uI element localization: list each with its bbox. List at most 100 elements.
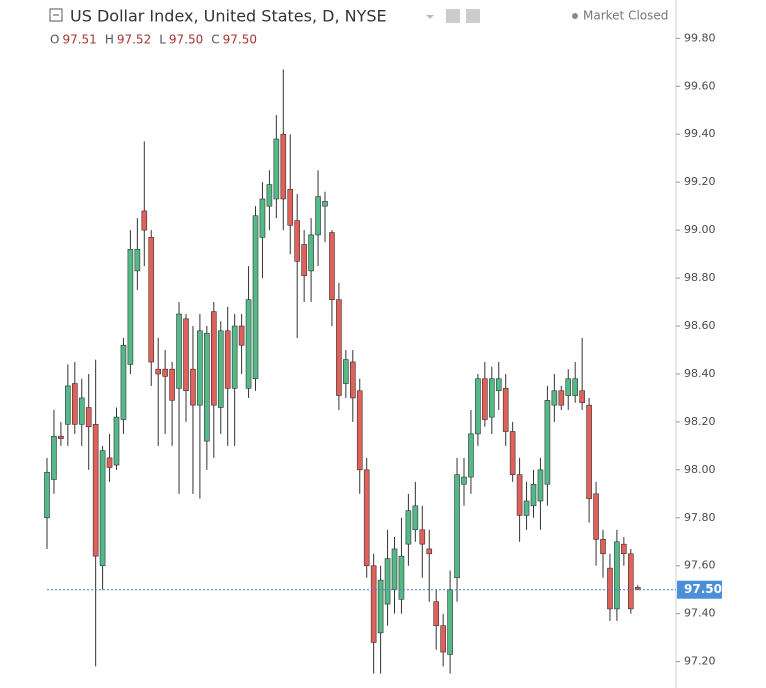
candle-body xyxy=(502,388,509,432)
ohlc-legend: O 97.51 H 97.52 L 97.50 C 97.50 xyxy=(50,33,257,47)
candle-body xyxy=(593,493,599,540)
candle-body xyxy=(169,368,175,401)
candle-body xyxy=(412,505,419,531)
candle-body xyxy=(558,390,565,406)
candle-body xyxy=(447,589,453,655)
y-tick-label: 97.60 xyxy=(684,559,716,572)
candle-body xyxy=(398,555,405,600)
candle-body xyxy=(176,313,182,389)
candle-body xyxy=(363,469,370,567)
candle-body xyxy=(516,474,523,516)
y-tick-label: 97.40 xyxy=(684,607,716,620)
candle-body xyxy=(405,510,412,545)
legend-key: L xyxy=(159,33,166,47)
y-tick-label: 98.40 xyxy=(684,367,716,380)
candle-body xyxy=(433,601,440,626)
candle-body xyxy=(273,138,280,200)
y-tick-label: 98.60 xyxy=(684,319,716,332)
candle-body xyxy=(488,378,495,418)
candle-body xyxy=(238,325,245,346)
candle-body xyxy=(231,325,238,389)
candle-body xyxy=(614,541,620,610)
candle-body xyxy=(322,201,328,207)
candle-body xyxy=(440,625,446,653)
candle-body xyxy=(377,579,384,634)
candle-body xyxy=(419,529,426,545)
legend-key: C xyxy=(211,33,219,47)
candle-body xyxy=(343,359,349,384)
candle-body xyxy=(621,543,627,555)
candle-body xyxy=(120,344,127,420)
candle-body xyxy=(315,196,321,236)
candle-body xyxy=(259,198,266,238)
candle-body xyxy=(78,397,85,425)
last-price-label: 97.50 xyxy=(684,582,722,596)
y-tick-label: 98.20 xyxy=(684,415,716,428)
candle-body xyxy=(301,244,307,276)
legend-key: H xyxy=(105,33,114,47)
last-price-box xyxy=(677,580,722,599)
candle-body xyxy=(252,215,259,380)
candle-body xyxy=(579,390,585,404)
candle-body xyxy=(197,330,203,406)
candle-body xyxy=(141,210,148,231)
candle-body xyxy=(266,184,273,207)
format-icon[interactable] xyxy=(466,9,480,23)
candle-body xyxy=(92,424,99,557)
candle-body xyxy=(127,249,134,365)
candle-body xyxy=(544,400,551,485)
candle-body xyxy=(245,299,252,389)
candle-body xyxy=(72,383,78,425)
candle-body xyxy=(65,385,71,425)
candle-body xyxy=(85,407,92,428)
candle-body xyxy=(51,435,57,480)
y-tick-label: 97.80 xyxy=(684,511,716,524)
candle-body xyxy=(183,318,189,392)
legend-value: 97.50 xyxy=(223,33,257,47)
y-tick-label: 99.20 xyxy=(684,175,716,188)
y-tick-label: 98.80 xyxy=(684,271,716,284)
candle-body xyxy=(384,558,391,605)
candle-body xyxy=(530,483,537,507)
candle-body xyxy=(294,220,301,262)
candle-body xyxy=(537,469,544,502)
candle-body xyxy=(475,378,481,435)
y-tick-label: 99.00 xyxy=(684,223,716,236)
candle-body xyxy=(336,299,342,396)
candle-body xyxy=(600,539,606,555)
legend-value: 97.51 xyxy=(62,33,96,47)
candle-body xyxy=(607,567,613,610)
settings-icon[interactable] xyxy=(446,9,460,23)
candle-body xyxy=(461,476,467,485)
dropdown-icon[interactable] xyxy=(426,15,434,19)
candle-body xyxy=(565,378,572,396)
candle-body xyxy=(356,390,363,471)
candle-body xyxy=(634,587,641,591)
candle-body xyxy=(280,133,287,200)
candle-body xyxy=(426,548,433,555)
candle-body xyxy=(134,249,141,272)
market-status: Market Closed xyxy=(583,9,668,23)
legend-value: 97.52 xyxy=(117,33,151,47)
candle-body xyxy=(58,435,64,439)
candle-body xyxy=(211,311,217,406)
candle-body xyxy=(99,450,106,567)
candle-body xyxy=(523,500,530,516)
candle-body xyxy=(287,189,294,226)
candle-body xyxy=(224,330,231,389)
status-dot xyxy=(572,13,578,19)
y-tick-label: 99.60 xyxy=(684,79,716,92)
candle-body xyxy=(308,234,314,272)
candle-body xyxy=(586,404,592,499)
candle-body xyxy=(509,431,516,475)
candle-body xyxy=(572,378,579,396)
candle-body xyxy=(190,368,196,406)
candle-body xyxy=(204,332,210,442)
candle-body xyxy=(155,368,161,375)
collapse-icon[interactable] xyxy=(49,8,63,22)
candle-body xyxy=(162,368,168,377)
chart-title: US Dollar Index, United States, D, NYSE xyxy=(70,7,387,26)
y-tick-label: 99.80 xyxy=(684,31,716,44)
candle-body xyxy=(106,457,113,468)
